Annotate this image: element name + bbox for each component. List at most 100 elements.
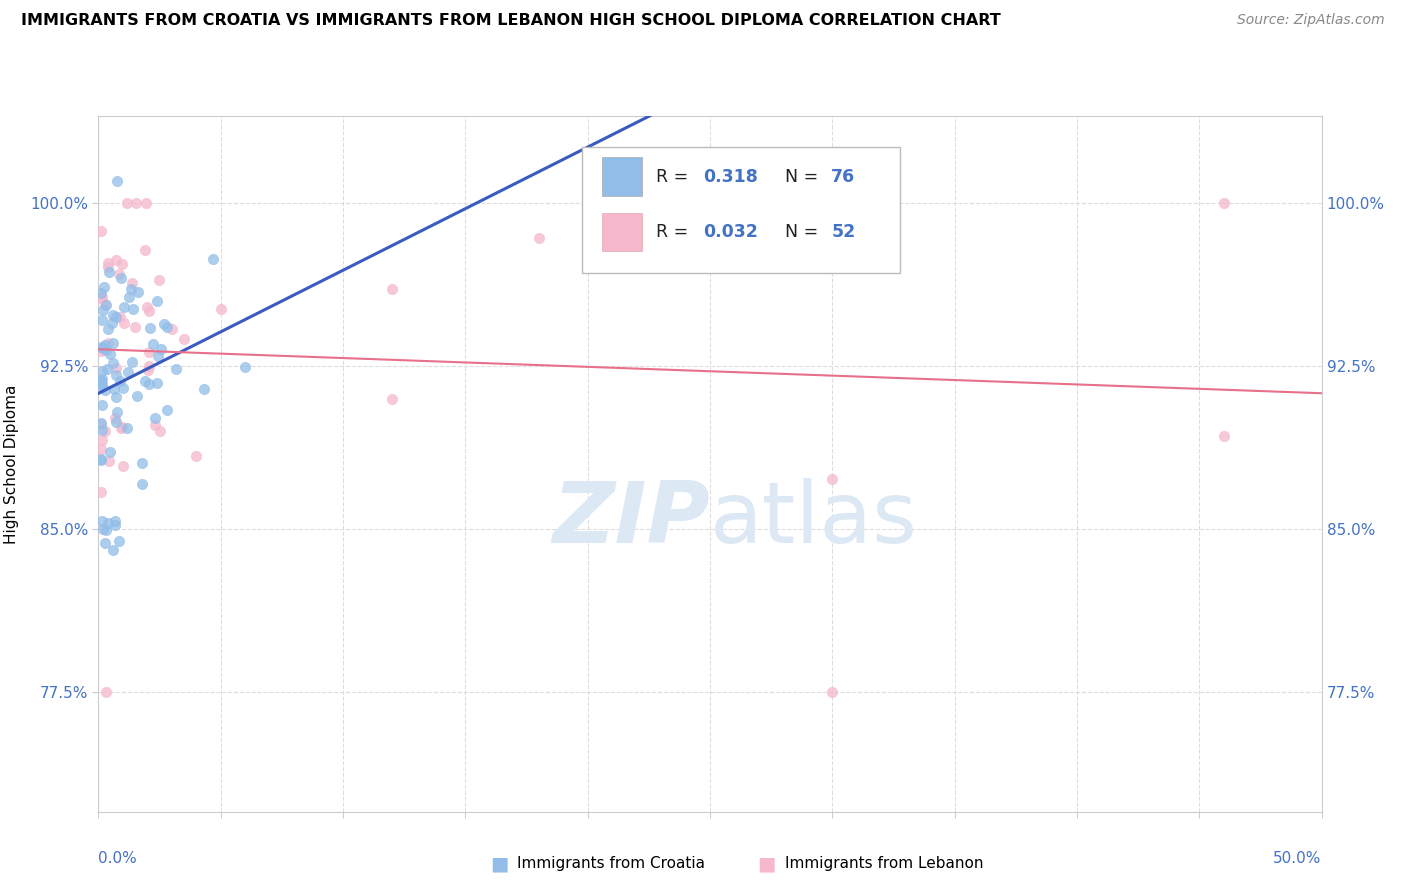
Text: 50.0%: 50.0%	[1274, 851, 1322, 866]
Point	[233, 359, 256, 374]
Point	[138, 363, 160, 377]
Point	[97, 336, 120, 351]
FancyBboxPatch shape	[582, 147, 900, 273]
Point	[104, 514, 127, 528]
Point	[1212, 429, 1234, 443]
Text: atlas: atlas	[710, 478, 918, 561]
Point	[94, 536, 117, 550]
Point	[90, 286, 112, 301]
Text: ■: ■	[489, 854, 509, 873]
Point	[173, 332, 195, 346]
Point	[94, 523, 117, 537]
Point	[165, 362, 187, 376]
Text: ZIP: ZIP	[553, 478, 710, 561]
Point	[98, 265, 121, 279]
Point	[90, 433, 112, 447]
Point	[91, 377, 114, 392]
Point	[101, 316, 124, 330]
Point	[138, 377, 160, 392]
Point	[122, 301, 145, 316]
Point	[91, 290, 114, 304]
Point	[381, 392, 404, 406]
Point	[131, 456, 153, 470]
Point	[626, 234, 648, 248]
Point	[91, 313, 114, 327]
Point	[90, 373, 112, 387]
Point	[90, 451, 112, 466]
Point	[110, 421, 132, 435]
Point	[94, 384, 117, 398]
Point	[202, 252, 225, 267]
Point	[104, 518, 127, 533]
Point	[90, 291, 112, 305]
Point	[112, 316, 135, 330]
Text: 0.032: 0.032	[703, 223, 758, 241]
Point	[117, 421, 139, 435]
Point	[112, 300, 135, 314]
Point	[90, 398, 112, 412]
Text: N =: N =	[785, 223, 824, 241]
Point	[156, 319, 179, 334]
Point	[149, 424, 172, 438]
Point	[1212, 196, 1234, 211]
Text: R =: R =	[657, 223, 695, 241]
Point	[186, 449, 208, 463]
Point	[90, 514, 112, 528]
Text: ■: ■	[756, 854, 776, 873]
Point	[138, 304, 160, 318]
Point	[90, 340, 112, 354]
Point	[105, 368, 128, 382]
Point	[156, 403, 179, 417]
Point	[91, 423, 114, 437]
Point	[104, 253, 127, 268]
Point	[104, 390, 127, 404]
Point	[94, 685, 117, 699]
Text: 76: 76	[831, 168, 855, 186]
Point	[527, 231, 550, 245]
Point	[105, 361, 128, 376]
Point	[146, 349, 169, 363]
Point	[91, 381, 114, 395]
Point	[135, 196, 157, 211]
Text: 52: 52	[831, 223, 855, 241]
Point	[153, 317, 176, 331]
Point	[91, 364, 114, 378]
Point	[90, 376, 112, 390]
Point	[90, 378, 112, 392]
Point	[110, 310, 132, 325]
Point	[94, 338, 117, 352]
Point	[90, 442, 112, 456]
Text: R =: R =	[657, 168, 695, 186]
Point	[105, 415, 128, 429]
Point	[149, 343, 172, 357]
Point	[143, 411, 166, 425]
Point	[97, 516, 120, 530]
Text: 0.0%: 0.0%	[98, 851, 138, 866]
Point	[146, 294, 169, 309]
Point	[139, 321, 162, 335]
Point	[93, 425, 115, 439]
Point	[101, 335, 124, 350]
Text: 0.318: 0.318	[703, 168, 758, 186]
Y-axis label: High School Diploma: High School Diploma	[4, 384, 18, 543]
Text: Immigrants from Lebanon: Immigrants from Lebanon	[785, 856, 983, 871]
Bar	[602, 213, 641, 252]
Point	[105, 310, 128, 324]
Point	[117, 290, 139, 304]
Point	[134, 374, 156, 388]
Point	[101, 356, 124, 370]
Point	[94, 297, 117, 311]
Point	[111, 257, 134, 271]
Point	[160, 322, 183, 336]
Point	[98, 347, 121, 361]
Point	[90, 417, 112, 431]
Point	[98, 454, 121, 468]
Point	[381, 282, 404, 296]
Point	[124, 320, 146, 334]
Point	[148, 273, 170, 287]
Point	[101, 543, 124, 558]
Point	[98, 445, 121, 459]
Point	[90, 452, 112, 467]
Point	[120, 283, 142, 297]
Point	[821, 685, 844, 699]
